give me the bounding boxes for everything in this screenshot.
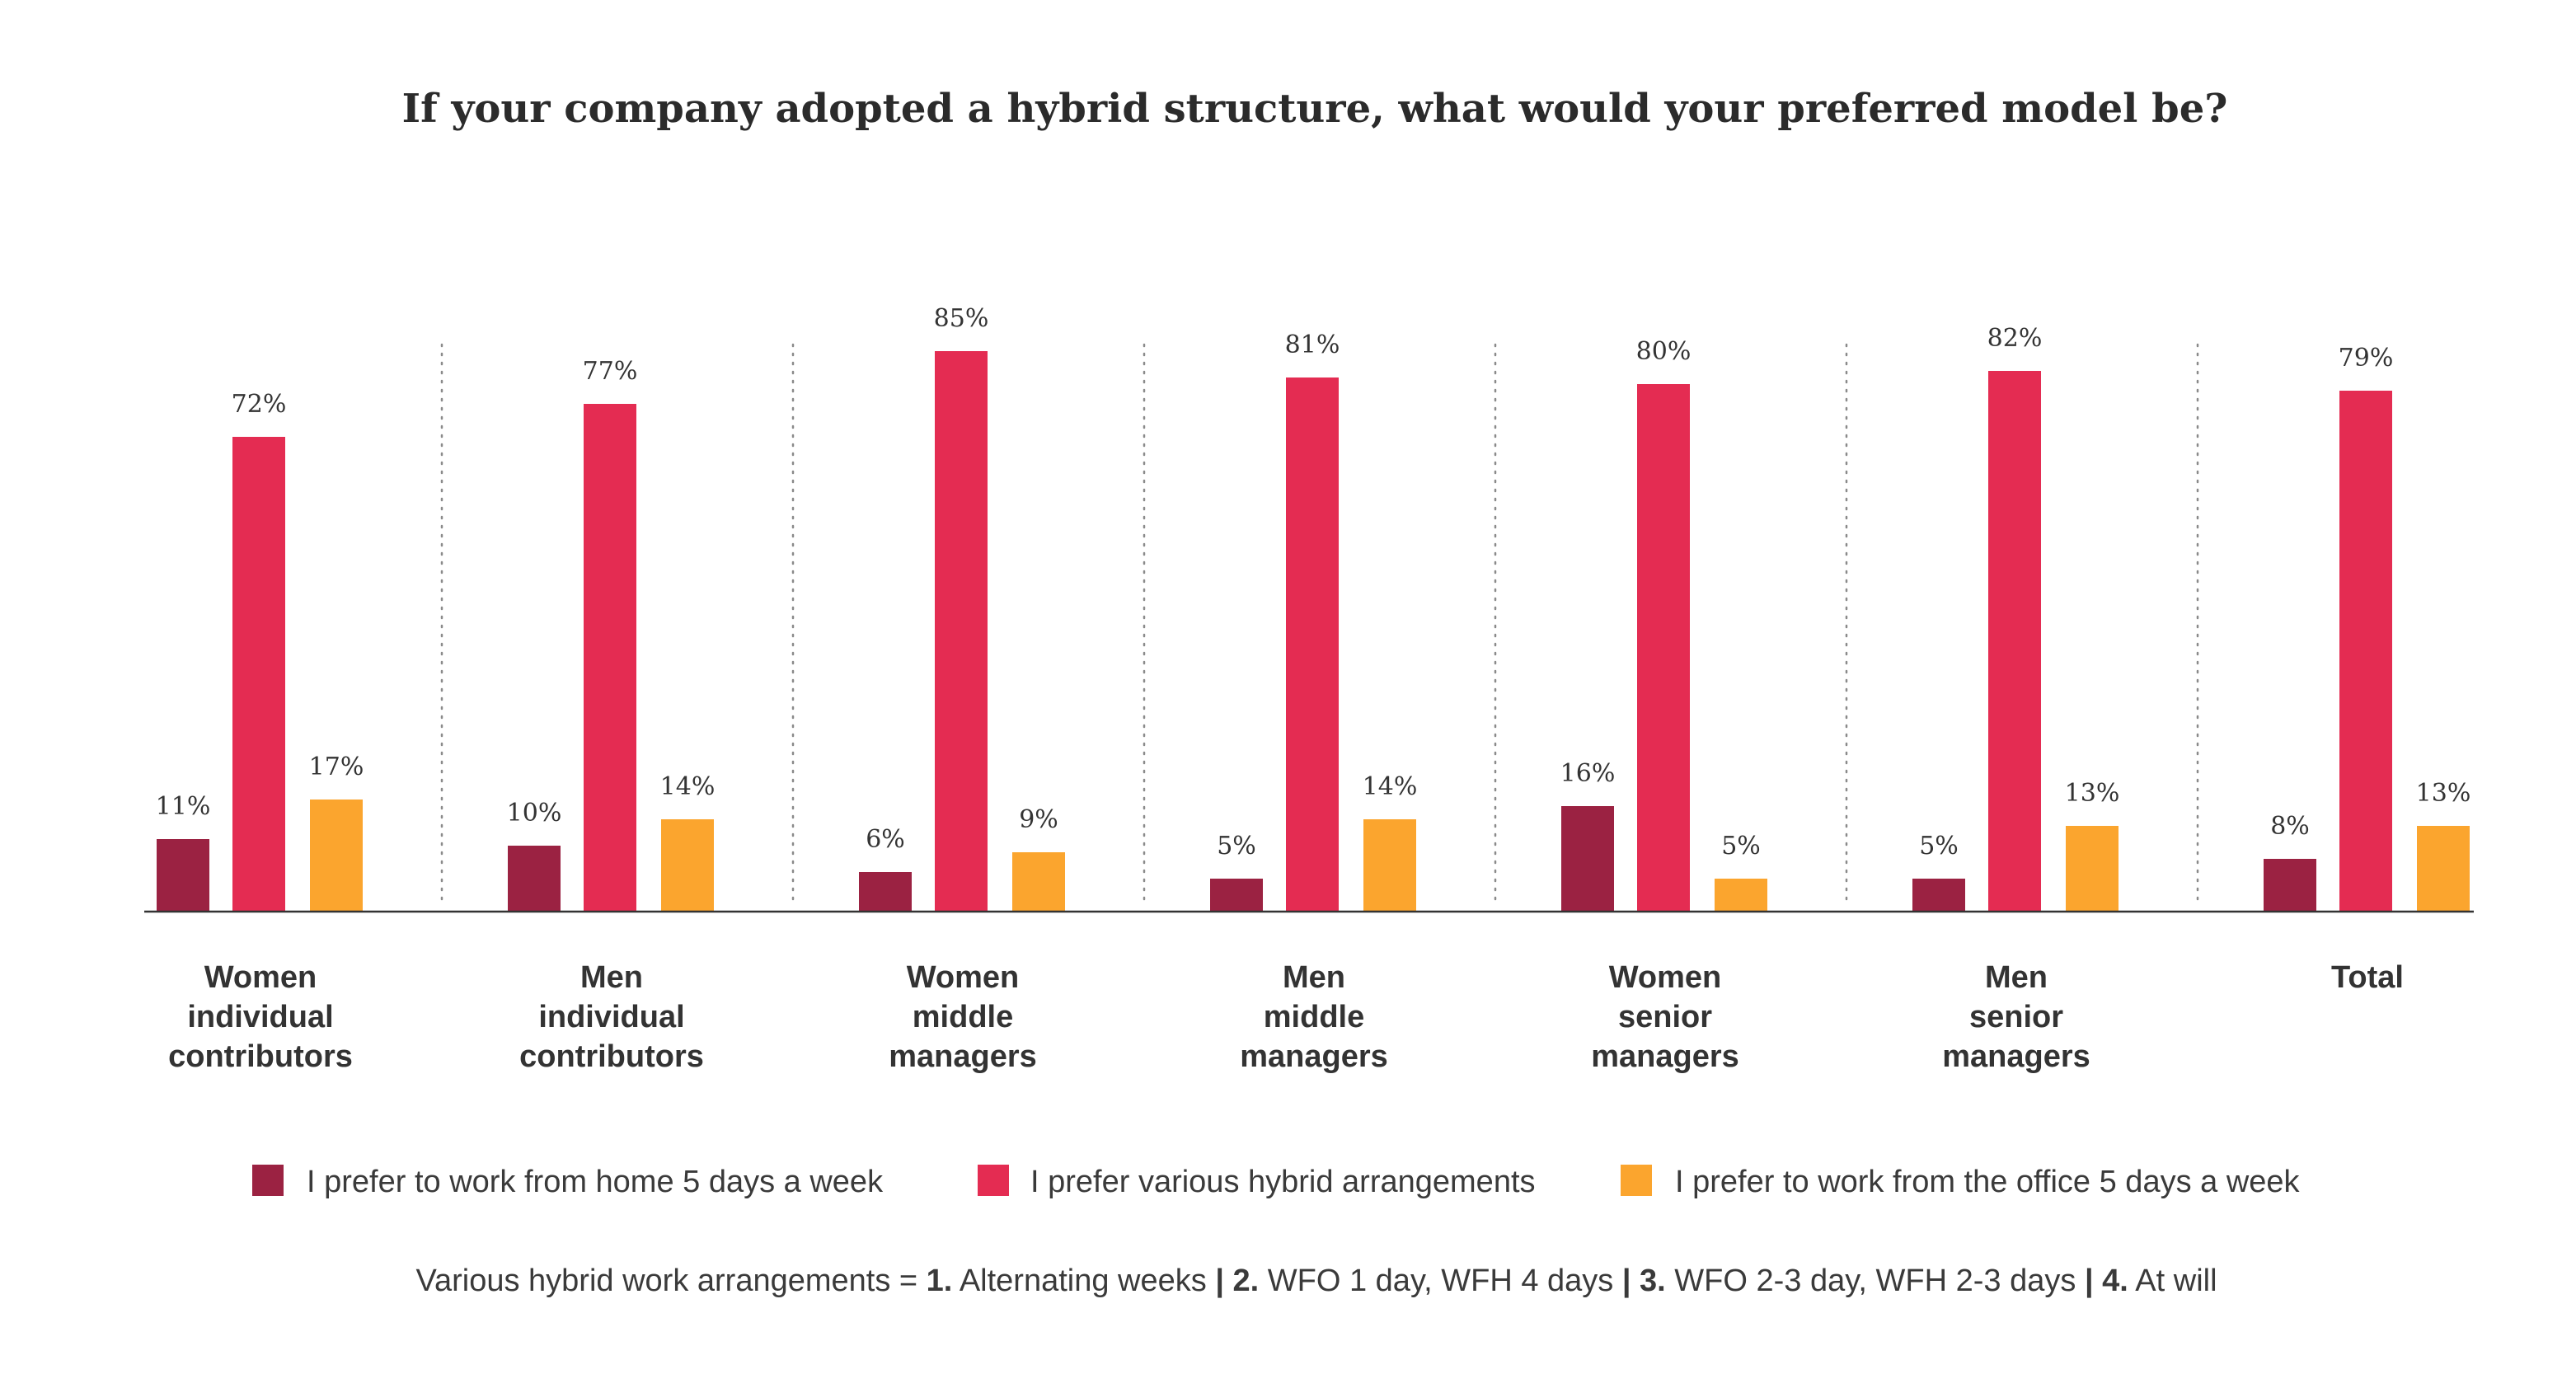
footnote: Various hybrid work arrangements = 1. Al… bbox=[415, 1264, 2217, 1298]
data-label: 8% bbox=[2270, 812, 2310, 841]
bar-2-cat-5 bbox=[1637, 384, 1690, 912]
legend-swatch bbox=[978, 1165, 1009, 1196]
data-label: 6% bbox=[866, 825, 905, 854]
bar-1-cat-1 bbox=[157, 839, 209, 912]
data-label: 13% bbox=[2416, 779, 2471, 808]
data-label: 17% bbox=[309, 753, 364, 781]
bar-1-cat-5 bbox=[1561, 806, 1614, 912]
bar-2-cat-4 bbox=[1286, 377, 1339, 912]
category-labels-group: Women individual contributors Men individual… bbox=[168, 960, 2404, 1074]
bar-1-cat-7 bbox=[2264, 859, 2316, 912]
bar-2-cat-7 bbox=[2339, 391, 2392, 912]
data-label: 5% bbox=[1919, 832, 1959, 861]
bar-1-cat-3 bbox=[859, 872, 912, 912]
legend-swatch bbox=[252, 1165, 284, 1196]
bars-group bbox=[157, 351, 2470, 912]
category-label: Women individual contributors bbox=[168, 960, 353, 1074]
bar-3-cat-1 bbox=[310, 800, 363, 912]
data-label: 85% bbox=[934, 304, 989, 333]
data-label: 14% bbox=[1363, 772, 1418, 801]
legend-label: I prefer various hybrid arrangements bbox=[1030, 1165, 1536, 1199]
bar-2-cat-6 bbox=[1988, 371, 2041, 912]
chart-title: If your company adopted a hybrid structu… bbox=[402, 86, 2228, 132]
data-label: 72% bbox=[232, 390, 287, 419]
bar-3-cat-6 bbox=[2066, 826, 2119, 912]
data-label: 9% bbox=[1019, 805, 1058, 834]
data-label: 79% bbox=[2339, 344, 2394, 373]
bar-1-cat-6 bbox=[1912, 879, 1965, 912]
legend: I prefer to work from home 5 days a week… bbox=[252, 1165, 2301, 1199]
bar-3-cat-3 bbox=[1012, 852, 1065, 912]
data-labels-group: 11% 72% 17% 10% 77% 14% 6% 85% 9% 5% 81% 14% 16% 80% 5… bbox=[156, 304, 2471, 861]
bar-3-cat-7 bbox=[2417, 826, 2470, 912]
category-label: Total bbox=[2331, 960, 2404, 995]
category-separators bbox=[440, 343, 2199, 908]
category-label: Women middle managers bbox=[889, 960, 1037, 1074]
category-label: Men individual contributors bbox=[519, 960, 704, 1074]
legend-swatch bbox=[1621, 1165, 1652, 1196]
legend-label: I prefer to work from the office 5 days … bbox=[1675, 1165, 2301, 1199]
data-label: 81% bbox=[1285, 331, 1340, 359]
data-label: 16% bbox=[1560, 759, 1616, 788]
bar-3-cat-4 bbox=[1363, 819, 1416, 912]
data-label: 11% bbox=[156, 792, 211, 821]
data-label: 80% bbox=[1636, 337, 1692, 366]
bar-2-cat-1 bbox=[232, 437, 285, 912]
bar-3-cat-5 bbox=[1715, 879, 1767, 912]
category-label: Men senior managers bbox=[1942, 960, 2090, 1074]
category-label: Women senior managers bbox=[1591, 960, 1739, 1074]
data-label: 10% bbox=[507, 799, 562, 828]
bar-2-cat-3 bbox=[935, 351, 988, 912]
bar-3-cat-2 bbox=[661, 819, 714, 912]
data-label: 5% bbox=[1217, 832, 1256, 861]
data-label: 13% bbox=[2065, 779, 2120, 808]
data-label: 77% bbox=[583, 357, 638, 386]
bar-1-cat-4 bbox=[1210, 879, 1263, 912]
data-label: 82% bbox=[1987, 324, 2043, 353]
legend-label: I prefer to work from home 5 days a week bbox=[307, 1165, 884, 1199]
data-label: 5% bbox=[1721, 832, 1761, 861]
bar-1-cat-2 bbox=[508, 846, 561, 912]
data-label: 14% bbox=[660, 772, 716, 801]
bar-2-cat-2 bbox=[584, 404, 636, 912]
category-label: Men middle managers bbox=[1240, 960, 1388, 1074]
